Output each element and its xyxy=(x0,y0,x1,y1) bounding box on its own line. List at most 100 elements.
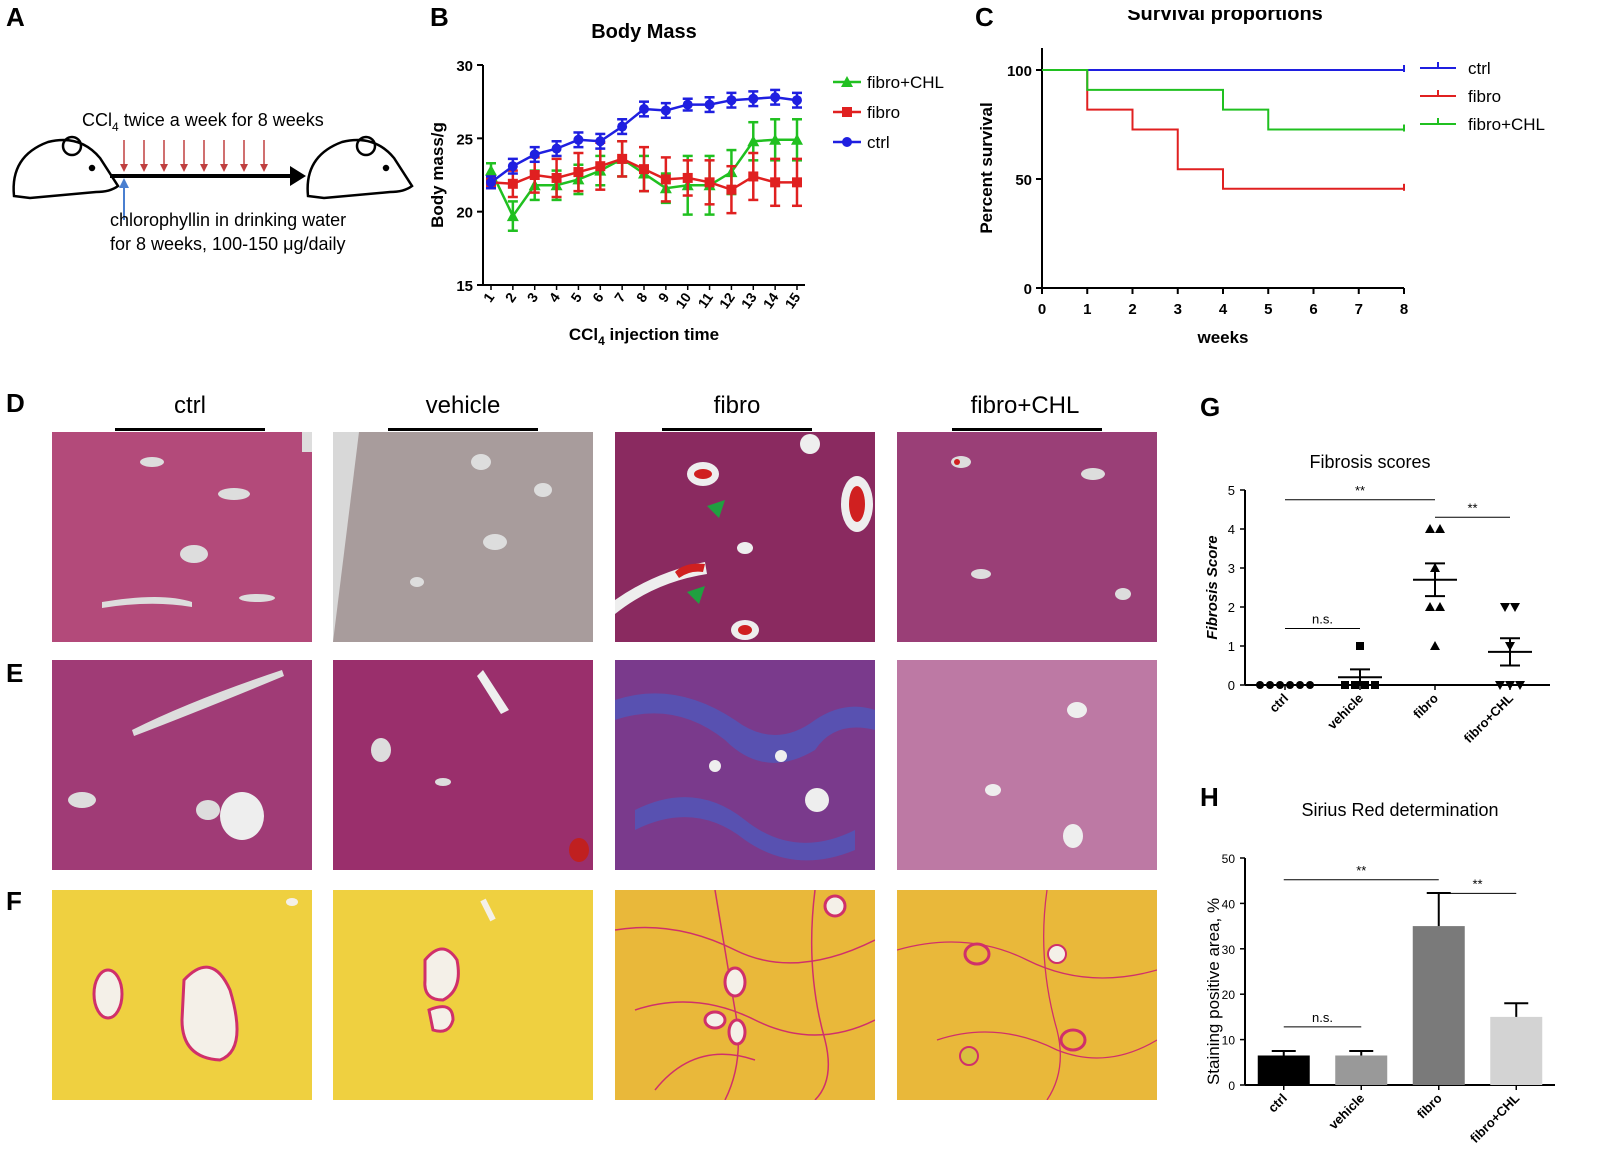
panel-label-d: D xyxy=(6,388,25,418)
y-tick-label: 0 xyxy=(1228,1079,1235,1093)
injection-arrowhead-icon xyxy=(200,164,208,172)
data-point xyxy=(770,92,781,103)
data-point xyxy=(1425,602,1435,611)
data-point xyxy=(486,177,496,188)
y-tick-label: 5 xyxy=(1228,483,1235,498)
fibrosis-scores-chart: Fibrosis scores 0 1 2 3 4 5 Fibrosis Score ctrl v… xyxy=(1204,452,1550,746)
legend-label: fibro+CHL xyxy=(867,73,944,92)
data-point xyxy=(1356,642,1364,650)
data-point xyxy=(551,172,562,183)
chlorophyllin-arrowhead xyxy=(119,178,129,188)
bar-fibro xyxy=(1412,926,1465,1085)
x-axis-label-rest: injection time xyxy=(605,325,719,344)
x-tick-label: 2 xyxy=(1128,301,1136,318)
data-point xyxy=(726,184,737,195)
data-point xyxy=(1500,603,1510,612)
data-point xyxy=(529,149,540,160)
panel-label-f: F xyxy=(6,886,22,916)
injection-arrowhead-icon xyxy=(120,164,128,172)
y-tick-label: 40 xyxy=(1222,897,1236,911)
column-rule-fibro xyxy=(662,428,812,431)
data-point xyxy=(529,170,540,180)
timeline-arrowhead xyxy=(290,166,306,186)
data-point xyxy=(573,167,584,178)
x-tick-label: 10 xyxy=(672,289,694,311)
column-title-fibro-chl: fibro+CHL xyxy=(970,392,1080,419)
data-point xyxy=(485,164,497,176)
y-tick-label: 100 xyxy=(1007,63,1032,80)
data-point xyxy=(1435,602,1445,611)
data-point xyxy=(682,172,693,183)
data-point xyxy=(726,95,737,106)
micrograph-e-fibro xyxy=(615,660,875,870)
x-tick-label: 8 xyxy=(1400,301,1408,318)
y-tick-label: 1 xyxy=(1228,639,1235,654)
x-tick-label: vehicle xyxy=(1326,1091,1368,1133)
panel-label-a: A xyxy=(6,2,25,32)
data-point xyxy=(1435,524,1445,533)
data-point xyxy=(792,95,802,106)
y-tick-label: 20 xyxy=(456,205,473,222)
injection-arrowhead-icon xyxy=(260,164,268,172)
chart-title: Sirius Red determination xyxy=(1301,800,1498,820)
mouse-icon-right xyxy=(306,135,414,200)
x-tick-label: 12 xyxy=(716,289,738,311)
column-rule-fibro-chl xyxy=(952,428,1102,431)
x-tick-label: 6 xyxy=(589,289,607,305)
lesion-marker-icon xyxy=(687,586,705,604)
data-point xyxy=(507,178,518,189)
micrograph-d-fibro-chl xyxy=(897,432,1157,642)
x-axis-label: weeks xyxy=(1196,328,1248,347)
y-tick-label: 4 xyxy=(1228,522,1235,537)
x-tick-label: fibro xyxy=(1410,690,1441,721)
data-point xyxy=(660,105,671,116)
data-point xyxy=(507,161,518,172)
micrograph-f-ctrl xyxy=(52,890,312,1100)
data-point xyxy=(1495,681,1505,690)
x-tick-label: 13 xyxy=(738,289,760,311)
significance-label: ** xyxy=(1472,876,1482,891)
data-point xyxy=(639,104,649,114)
survival-line-fibro+CHL xyxy=(1042,69,1404,131)
chart-title: Body Mass xyxy=(591,21,697,43)
x-tick-label: 1 xyxy=(1083,301,1091,318)
y-tick-label: 50 xyxy=(1222,852,1236,866)
significance-label: n.s. xyxy=(1312,1010,1333,1025)
data-point xyxy=(1515,681,1525,690)
data-point xyxy=(1256,681,1264,689)
legend-label: fibro xyxy=(1468,87,1501,106)
chart-title: Fibrosis scores xyxy=(1309,452,1430,472)
x-axis-label-part: CCl xyxy=(569,325,598,344)
x-tick-label: 8 xyxy=(633,289,651,305)
panel-label-b: B xyxy=(430,2,449,32)
panel-label-h: H xyxy=(1200,782,1219,812)
column-title-vehicle: vehicle xyxy=(425,392,501,419)
panel-label-g: G xyxy=(1200,392,1221,422)
x-tick-label: 7 xyxy=(1355,301,1363,318)
significance-label: ** xyxy=(1355,483,1365,498)
data-point xyxy=(747,135,760,147)
data-point xyxy=(770,177,781,188)
data-point xyxy=(769,133,782,145)
data-point xyxy=(1425,524,1435,533)
x-tick-label: 7 xyxy=(611,289,629,305)
micrograph-f-fibro-chl xyxy=(897,890,1157,1100)
injection-arrows xyxy=(120,140,268,172)
micrograph-d-ctrl xyxy=(52,432,312,642)
data-point xyxy=(748,171,759,182)
significance-label: n.s. xyxy=(1312,611,1333,626)
y-tick-label: 10 xyxy=(1222,1034,1236,1048)
data-point xyxy=(573,134,584,145)
column-title-fibro: fibro xyxy=(713,392,761,419)
panel-label-c: C xyxy=(975,2,994,32)
x-tick-label: 1 xyxy=(480,289,498,305)
legend-marker xyxy=(842,107,852,117)
y-axis-label: Body mass/g xyxy=(428,122,447,228)
injection-arrowhead-icon xyxy=(180,164,188,172)
column-title-ctrl: ctrl xyxy=(174,392,206,419)
data-point xyxy=(682,99,693,110)
x-tick-label: 2 xyxy=(502,289,520,305)
x-tick-label: 5 xyxy=(567,289,585,305)
x-tick-label: fibro+CHL xyxy=(1467,1090,1522,1145)
